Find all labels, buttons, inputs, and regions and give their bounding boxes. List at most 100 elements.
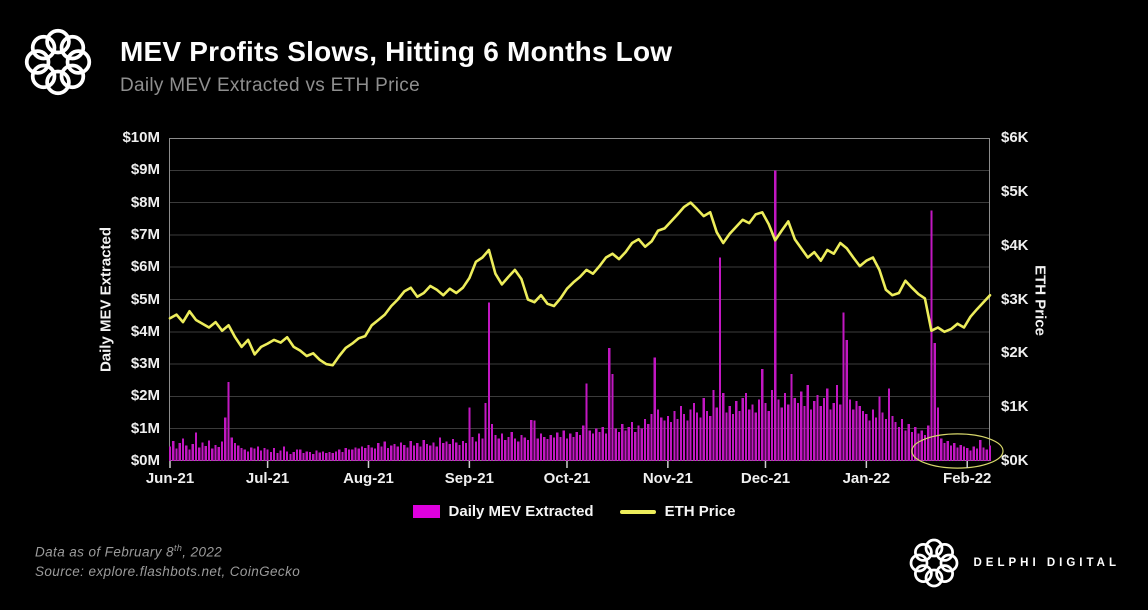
mev-bar: [865, 414, 868, 461]
mev-bar: [988, 445, 992, 461]
chart-area: [168, 138, 1004, 469]
mev-bar: [673, 410, 676, 461]
mev-bar: [595, 428, 598, 461]
mev-bar: [757, 399, 761, 461]
mev-bar: [871, 409, 874, 461]
mev-bar: [598, 431, 601, 461]
right-axis-title: ETH Price: [1031, 265, 1049, 336]
mev-bar: [393, 444, 396, 461]
right-axis-tick: $4K: [1001, 236, 1029, 254]
right-axis-tick: $2K: [1001, 344, 1029, 362]
mev-bar: [455, 442, 458, 461]
mev-bar: [220, 441, 224, 461]
mev-bar: [796, 402, 800, 461]
mev-bar: [289, 453, 292, 461]
mev-bar: [347, 449, 351, 461]
mev-bar: [842, 312, 845, 461]
mev-bar: [295, 449, 299, 461]
mev-bar: [207, 440, 211, 461]
mev-bar: [621, 423, 624, 461]
mev-bar: [510, 431, 513, 461]
mev-bar: [663, 420, 666, 461]
mev-bar: [266, 449, 269, 461]
mev-bar: [718, 257, 722, 461]
mev-bar: [767, 410, 770, 461]
mev-bar: [852, 409, 855, 461]
mev-bar: [211, 448, 214, 461]
mev-bar: [569, 433, 572, 461]
mev-bar: [500, 433, 504, 461]
mev-bar: [630, 422, 634, 461]
mev-bar: [233, 443, 237, 461]
footer-data-as-of: Data as of February 8th, 2022: [35, 543, 223, 560]
mev-bar: [858, 406, 861, 461]
mev-bar: [901, 419, 904, 461]
mev-bar: [787, 404, 790, 461]
mev-bar: [764, 402, 767, 461]
header: MEV Profits Slows, Hitting 6 Months Low …: [120, 36, 672, 97]
mev-bar: [386, 448, 390, 461]
left-axis-tick: $5M: [130, 290, 160, 308]
mev-bar: [175, 448, 178, 461]
mev-bar: [829, 409, 832, 461]
mev-bar: [738, 410, 741, 461]
right-axis-tick: $1K: [1001, 398, 1029, 416]
x-axis-label: Aug-21: [343, 470, 394, 487]
mev-bar: [712, 389, 715, 461]
mev-bar: [868, 420, 871, 461]
mev-bar: [364, 448, 367, 461]
mev-bar: [927, 425, 930, 461]
mev-bar: [552, 437, 556, 461]
footer-source: Source: explore.flashbots.net, CoinGecko: [35, 564, 301, 580]
mev-bar: [679, 406, 682, 461]
mev-bar: [761, 368, 764, 461]
mev-bar: [572, 436, 575, 461]
mev-bar: [696, 412, 699, 461]
mev-bar: [403, 444, 406, 461]
mev-bar: [904, 430, 907, 461]
mev-bar: [325, 453, 328, 461]
mev-bar: [504, 440, 507, 461]
legend-label-mev: Daily MEV Extracted: [448, 503, 594, 520]
mev-bar: [243, 449, 246, 461]
mev-bar: [647, 423, 650, 461]
mev-bar: [826, 388, 829, 461]
left-axis-tick: $6M: [130, 258, 160, 276]
mev-bar: [471, 436, 474, 461]
x-axis-label: Feb-22: [943, 470, 992, 487]
mev-bar: [168, 446, 172, 461]
mev-bar: [237, 445, 240, 461]
mev-bar: [884, 419, 887, 461]
mev-bar: [520, 435, 523, 461]
mev-bar: [445, 441, 448, 461]
plot-svg: [168, 138, 1004, 469]
mev-bar: [328, 451, 331, 461]
mev-bar: [282, 446, 285, 461]
mev-bar: [949, 445, 953, 461]
mev-bar: [491, 423, 494, 461]
mev-bar: [816, 394, 819, 461]
mev-bar: [562, 430, 565, 461]
mev-bar: [744, 393, 748, 461]
mev-bar: [692, 402, 695, 461]
mev-bar: [429, 445, 432, 461]
mev-bar: [894, 422, 897, 461]
mev-bar: [790, 373, 793, 461]
mev-bar: [419, 446, 422, 461]
mev-bar: [888, 388, 891, 461]
mev-bar: [891, 415, 894, 461]
mev-bar: [813, 401, 816, 461]
mev-bar: [943, 443, 946, 461]
mev-bar: [556, 432, 559, 461]
mev-bar: [299, 449, 302, 461]
mev-bar: [780, 407, 783, 461]
mev-bar: [907, 423, 910, 461]
mev-bar: [689, 409, 692, 461]
mev-bar: [438, 437, 442, 461]
mev-bar: [263, 448, 266, 461]
mev-bar: [985, 449, 988, 461]
mev-bar: [822, 398, 826, 461]
mev-bar: [318, 452, 321, 461]
mev-bar: [442, 443, 445, 461]
mev-bar: [656, 409, 660, 461]
